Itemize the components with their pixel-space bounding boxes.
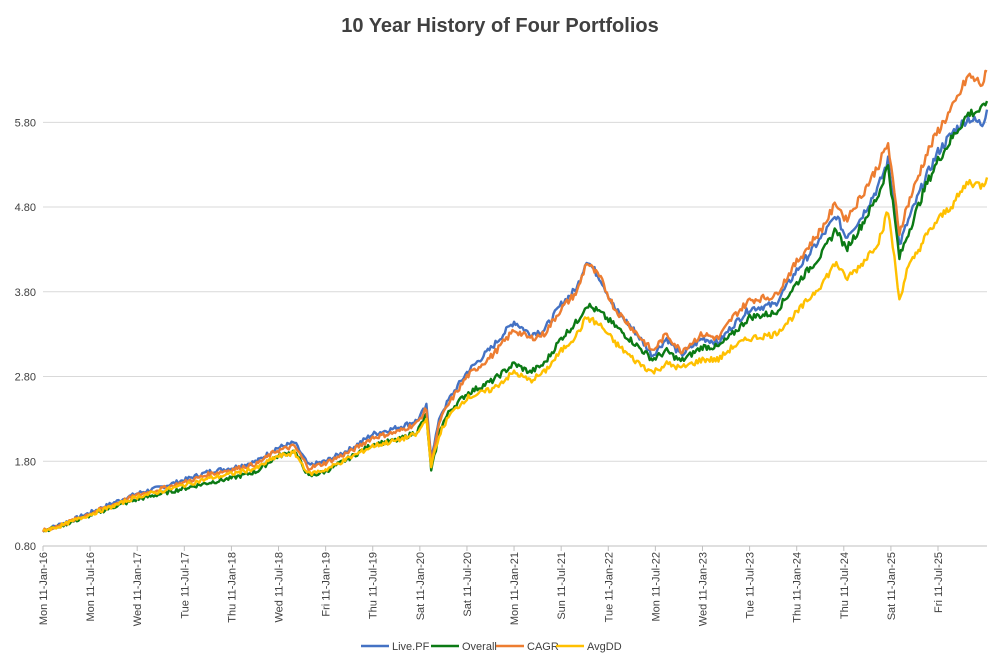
series-line-overall	[42, 100, 989, 533]
legend-label: Overall	[462, 641, 497, 653]
x-tick-label: Wed 11-Jan-17	[132, 552, 144, 626]
series-line-live-pf	[42, 109, 989, 533]
chart-title: 10 Year History of Four Portfolios	[341, 15, 658, 37]
y-tick-label: 0.80	[15, 541, 36, 553]
y-tick-label: 4.80	[15, 202, 36, 214]
y-tick-label: 5.80	[15, 117, 36, 129]
legend-label: CAGR	[527, 641, 559, 653]
series-line-cagr	[41, 69, 988, 533]
legend: Live.PF Overall CAGR AvgDD	[361, 641, 622, 653]
y-tick-label: 3.80	[15, 287, 36, 299]
x-tick-label: Mon 11-Jul-16	[85, 552, 97, 622]
y-tick-label: 2.80	[15, 372, 36, 384]
legend-label: Live.PF	[392, 641, 430, 653]
legend-label: AvgDD	[587, 641, 622, 653]
x-tick-label: Tue 11-Jul-17	[179, 552, 191, 619]
x-tick-label: Sat 11-Jan-20	[415, 552, 427, 620]
gridlines	[43, 121, 987, 547]
series-line-avgdd	[42, 177, 989, 533]
x-tick-label: Fri 11-Jan-19	[321, 552, 333, 617]
x-tick-label: Thu 11-Jan-18	[226, 552, 238, 623]
x-axis: Mon 11-Jan-16 Mon 11-Jul-16 Wed 11-Jan-17 T…	[38, 546, 945, 626]
x-tick-label: Tue 11-Jul-23	[745, 552, 757, 619]
y-tick-label: 1.80	[15, 456, 36, 468]
x-tick-label: Sat 11-Jul-20	[462, 552, 474, 617]
x-tick-label: Thu 11-Jul-24	[839, 552, 851, 619]
x-tick-label: Tue 11-Jan-22	[603, 552, 615, 622]
x-tick-label: Fri 11-Jul-25	[933, 552, 945, 613]
series-lines	[41, 69, 989, 533]
x-tick-label: Sun 11-Jul-21	[556, 552, 568, 620]
x-tick-label: Mon 11-Jan-16	[38, 552, 50, 625]
x-tick-label: Mon 11-Jul-22	[650, 552, 662, 622]
x-tick-label: Sat 11-Jan-25	[886, 552, 898, 620]
x-tick-label: Wed 11-Jan-23	[697, 552, 709, 626]
x-tick-label: Mon 11-Jan-21	[509, 552, 521, 625]
y-axis: 0.80 1.80 2.80 3.80 4.80 5.80	[15, 117, 36, 553]
x-tick-label: Thu 11-Jul-19	[368, 552, 380, 619]
x-tick-label: Wed 11-Jul-18	[274, 552, 286, 623]
x-tick-label: Thu 11-Jan-24	[792, 552, 804, 623]
